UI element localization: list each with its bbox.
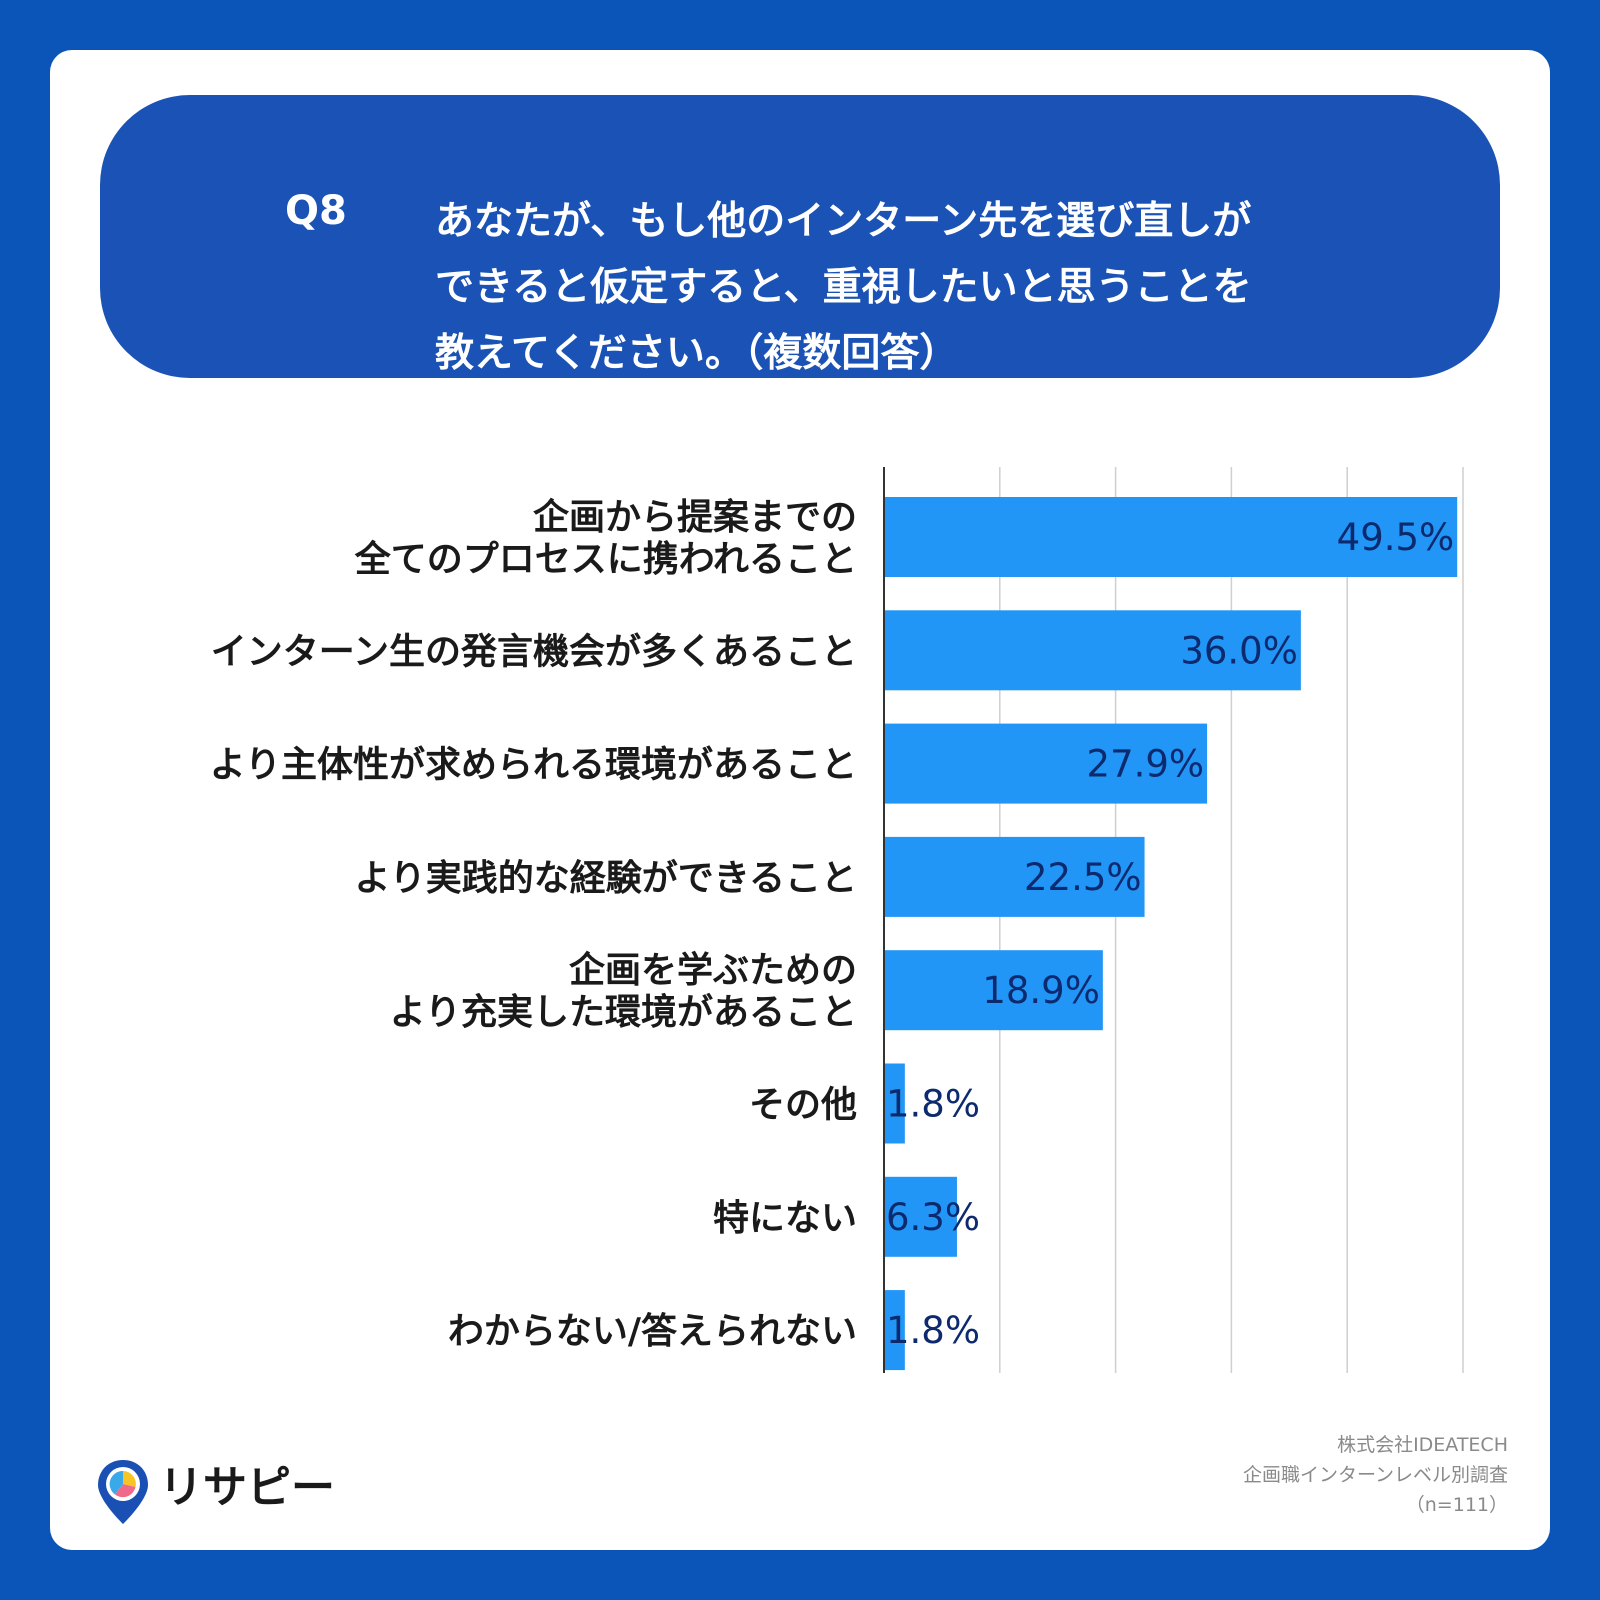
- question-text: あなたが、もし他のインターン先を選び直しが できると仮定すると、重視したいと思う…: [435, 189, 1395, 387]
- category-label: 特にない: [713, 1198, 857, 1239]
- bar: [884, 723, 1208, 804]
- category-label: インターン生の発言機会が多くあること: [211, 631, 857, 672]
- category-label: わからない/答えられない: [448, 1311, 857, 1352]
- data-label: 27.9%: [1087, 743, 1205, 786]
- bar: [884, 1063, 905, 1144]
- bar: [884, 836, 1145, 917]
- source-line: 株式会社IDEATECH: [1337, 1434, 1508, 1456]
- category-label: その他: [749, 1085, 857, 1126]
- question-line: できると仮定すると、重視したいと思うことを: [435, 265, 1252, 310]
- brand-logo: リサピー: [95, 1458, 335, 1528]
- bar: [884, 610, 1301, 691]
- question-line: 教えてください。（複数回答）: [435, 331, 959, 376]
- data-label: 6.3%: [886, 1196, 980, 1239]
- source-note: 株式会社IDEATECH 企画職インターンレベル別調査 （n=111）: [1108, 1430, 1508, 1520]
- category-label: より充実した環境があること: [390, 992, 857, 1033]
- data-label: 49.5%: [1337, 516, 1455, 559]
- data-label: 36.0%: [1180, 629, 1298, 672]
- bar: [884, 1290, 905, 1371]
- data-label: 22.5%: [1024, 856, 1142, 899]
- category-label: より実践的な経験ができること: [354, 858, 857, 899]
- chart-card: Q8 あなたが、もし他のインターン先を選び直しが できると仮定すると、重視したい…: [50, 50, 1550, 1550]
- data-label: 1.8%: [886, 1309, 980, 1352]
- data-label: 1.8%: [886, 1083, 980, 1126]
- category-label: 企画から提案までの: [533, 496, 857, 538]
- category-label: より主体性が求められる環境があること: [210, 745, 857, 786]
- bar: [884, 1176, 957, 1257]
- question-line: あなたが、もし他のインターン先を選び直しが: [435, 199, 1252, 244]
- source-line: （n=111）: [1405, 1494, 1508, 1516]
- question-banner: Q8 あなたが、もし他のインターン先を選び直しが できると仮定すると、重視したい…: [100, 95, 1500, 378]
- question-number: Q8: [285, 188, 347, 234]
- bar: [884, 497, 1458, 577]
- category-label: 企画を学ぶための: [569, 949, 857, 991]
- logo-text: リサピー: [159, 1462, 335, 1513]
- data-label: 18.9%: [982, 969, 1100, 1012]
- bar: [884, 950, 1103, 1031]
- map-pin-pie-icon: [98, 1460, 148, 1524]
- source-line: 企画職インターンレベル別調査: [1242, 1464, 1508, 1486]
- category-label: 全てのプロセスに携われること: [354, 538, 857, 580]
